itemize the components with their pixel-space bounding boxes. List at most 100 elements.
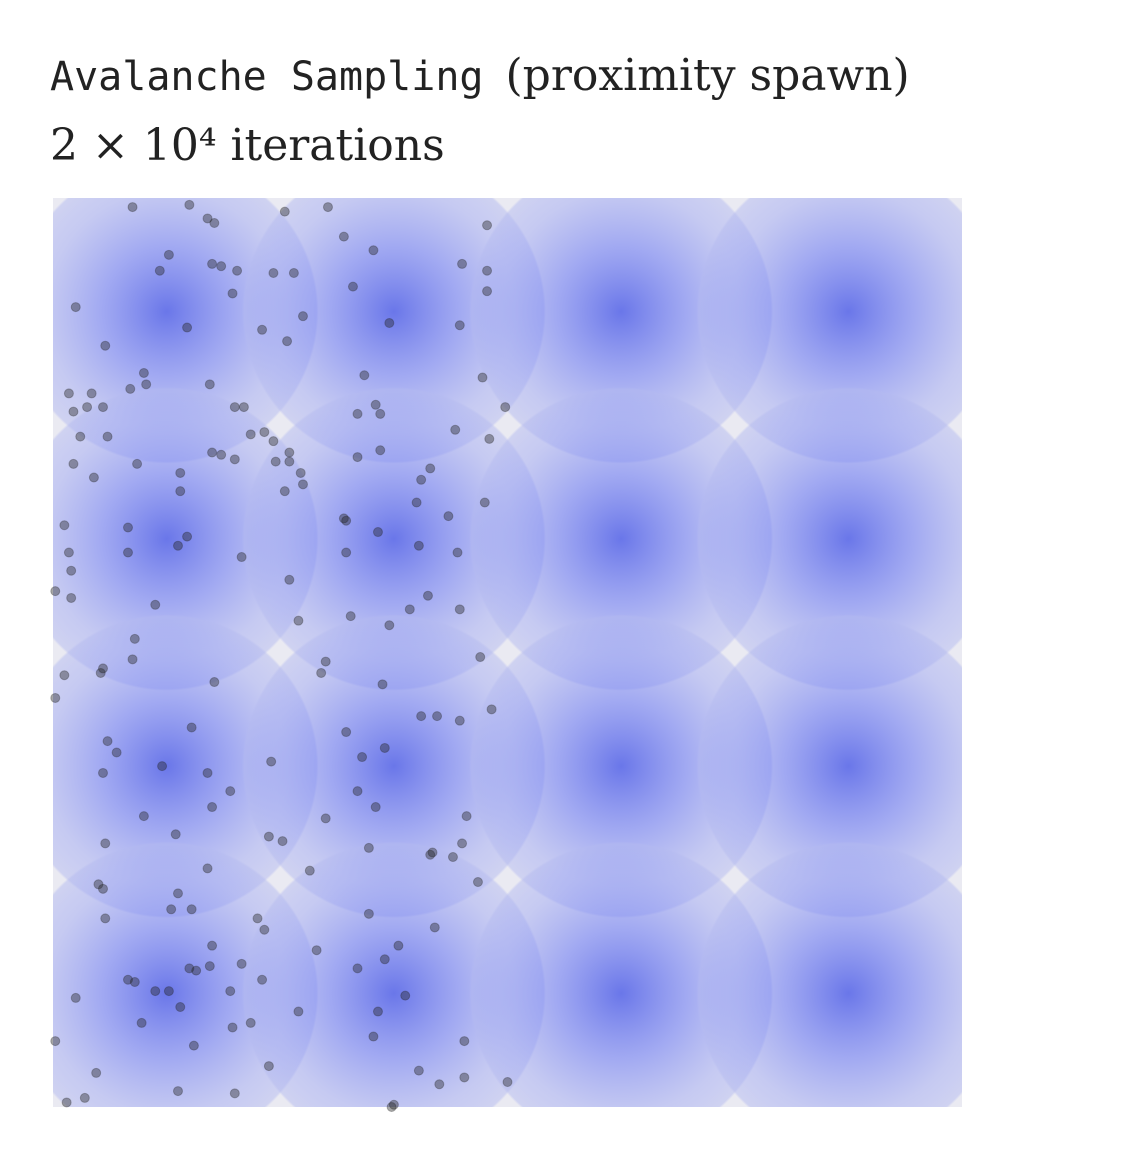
sample-point <box>93 879 104 890</box>
sample-point <box>63 388 74 399</box>
sample-point <box>125 383 136 394</box>
sample-point <box>191 965 202 976</box>
sample-point <box>150 986 161 997</box>
sample-point <box>404 604 415 615</box>
sample-point <box>500 402 511 413</box>
sample-point <box>434 1079 445 1090</box>
sample-point <box>452 547 463 558</box>
sample-point <box>102 431 113 442</box>
sample-point <box>425 463 436 474</box>
sample-point <box>50 1036 61 1047</box>
sample-point <box>184 199 195 210</box>
sample-point <box>482 220 493 231</box>
sample-point <box>216 261 227 272</box>
sample-point <box>50 692 61 703</box>
sample-point <box>141 379 152 390</box>
sample-point <box>279 486 290 497</box>
sample-point <box>207 447 218 458</box>
sample-point <box>150 599 161 610</box>
sample-point <box>472 877 483 888</box>
points-layer <box>50 199 513 1112</box>
sample-point <box>227 1022 238 1033</box>
sample-point <box>443 511 454 522</box>
sample-point <box>236 552 247 563</box>
density-mode <box>241 614 546 919</box>
sample-point <box>320 813 331 824</box>
sample-point <box>277 836 288 847</box>
sample-point <box>97 767 108 778</box>
sample-point <box>411 497 422 508</box>
sample-point <box>454 604 465 615</box>
sample-point <box>377 679 388 690</box>
sample-point <box>486 704 497 715</box>
sample-point <box>482 265 493 276</box>
sample-point <box>204 961 215 972</box>
sample-point <box>384 317 395 328</box>
sample-point <box>372 1006 383 1017</box>
sample-point <box>172 540 183 551</box>
sample-point <box>138 811 149 822</box>
sample-point <box>352 452 363 463</box>
sample-point <box>186 904 197 915</box>
sample-point <box>388 1099 399 1110</box>
sample-point <box>425 849 436 860</box>
sample-point <box>416 474 427 485</box>
sample-point <box>370 399 381 410</box>
sample-point <box>100 838 111 849</box>
sample-point <box>100 913 111 924</box>
sample-point <box>454 715 465 726</box>
sample-point <box>288 267 299 278</box>
sample-point <box>127 202 138 213</box>
sample-point <box>127 654 138 665</box>
sample-point <box>338 231 349 242</box>
sample-point <box>457 258 468 269</box>
sample-point <box>400 990 411 1001</box>
sample-point <box>182 531 193 542</box>
sample-point <box>422 590 433 601</box>
sample-point <box>227 288 238 299</box>
sample-point <box>352 963 363 974</box>
sample-point <box>95 667 106 678</box>
density-mode <box>469 841 774 1107</box>
sample-point <box>341 515 352 526</box>
sample-point <box>357 752 368 763</box>
sample-point <box>279 206 290 217</box>
sample-point <box>175 467 186 478</box>
sample-point <box>368 245 379 256</box>
sample-point <box>297 479 308 490</box>
sample-point <box>175 486 186 497</box>
sample-point <box>245 429 256 440</box>
sample-point <box>157 761 168 772</box>
sample-point <box>282 336 293 347</box>
sample-point <box>229 454 240 465</box>
sample-point <box>129 633 140 644</box>
sample-point <box>166 904 177 915</box>
sample-point <box>352 408 363 419</box>
sample-point <box>136 1017 147 1028</box>
sample-point <box>484 433 495 444</box>
sample-point <box>75 431 86 442</box>
sample-point <box>86 388 97 399</box>
density-mode <box>241 198 546 464</box>
sample-point <box>322 202 333 213</box>
sample-point <box>475 652 486 663</box>
sample-point <box>66 565 77 576</box>
sample-point <box>372 527 383 538</box>
sample-point <box>270 456 281 467</box>
sample-point <box>122 522 133 533</box>
sample-point <box>386 1102 397 1112</box>
sample-point <box>236 958 247 969</box>
sample-point <box>204 379 215 390</box>
sample-point <box>297 311 308 322</box>
sample-point <box>132 458 143 469</box>
sample-point <box>393 940 404 951</box>
sample-point <box>63 547 74 558</box>
sample-point <box>111 747 122 758</box>
sample-point <box>70 302 81 313</box>
sample-point <box>295 467 306 478</box>
sample-point <box>68 458 79 469</box>
sample-point <box>461 811 472 822</box>
sample-point <box>100 340 111 351</box>
sample-point <box>102 736 113 747</box>
